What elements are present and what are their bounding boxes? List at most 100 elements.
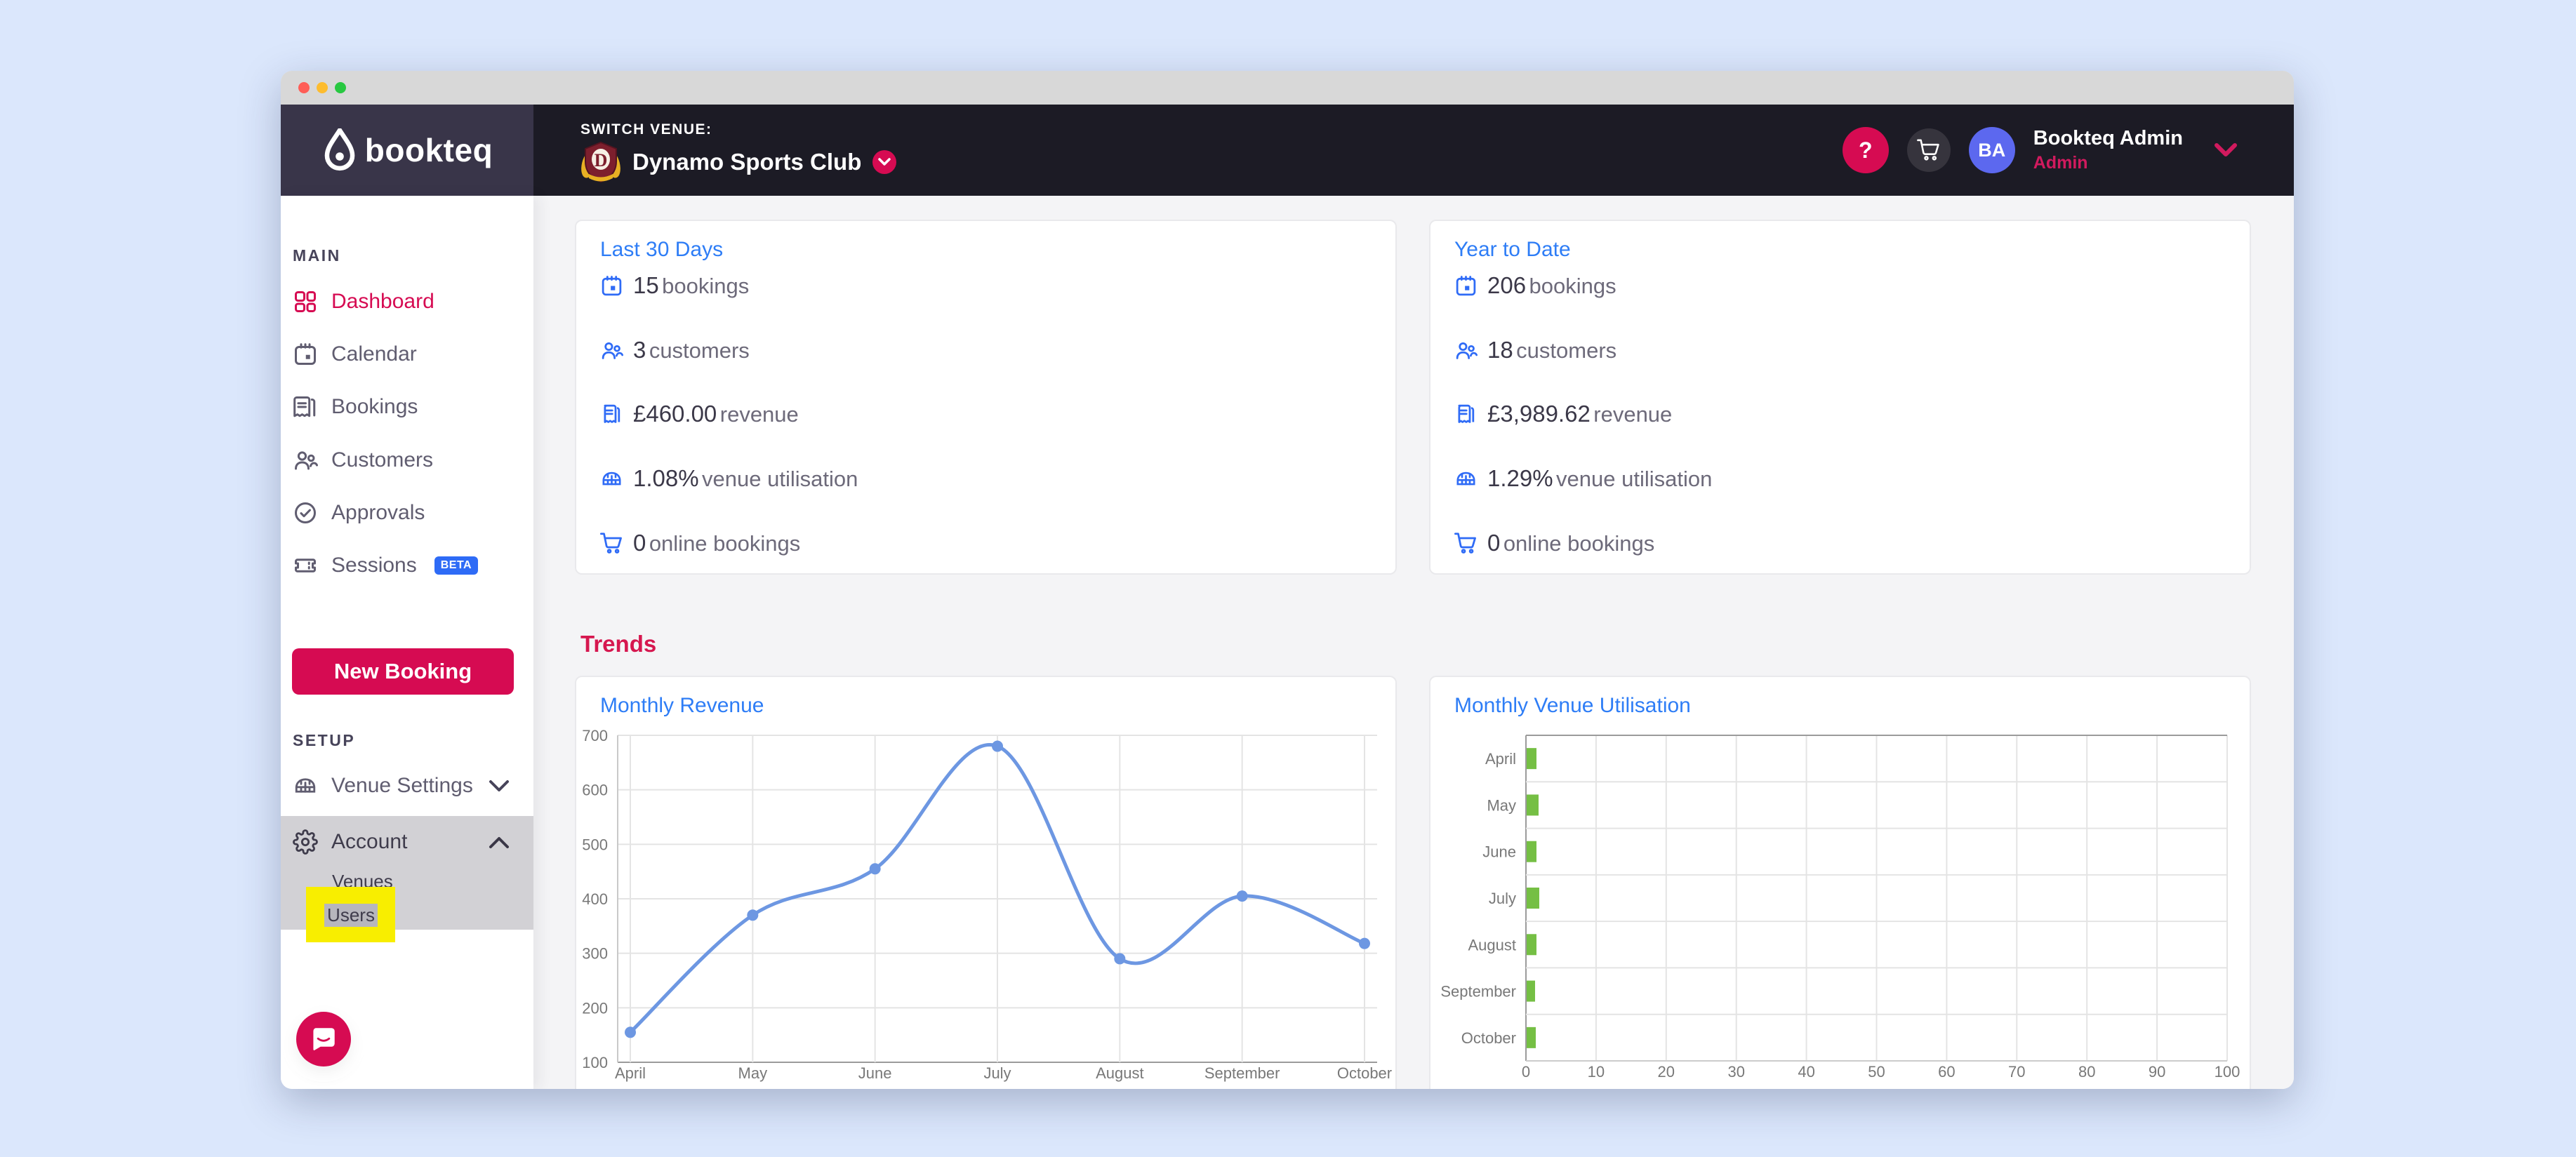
sidebar-item-venue-settings[interactable]: Venue Settings: [281, 759, 533, 812]
sidebar-item-dashboard[interactable]: Dashboard: [281, 275, 533, 328]
sidebar-section-main: MAIN: [293, 246, 341, 265]
svg-text:September: September: [1440, 983, 1516, 1001]
svg-text:50: 50: [1868, 1063, 1885, 1081]
calendar-icon: [602, 275, 622, 295]
main-content: Overview Last 30 Days 15 bookings 3 cust…: [533, 196, 2294, 1089]
sidebar-item-approvals[interactable]: Approvals: [281, 486, 533, 539]
svg-text:10: 10: [1588, 1063, 1605, 1081]
trends-heading: Trends: [580, 631, 657, 657]
sidebar-item-sessions[interactable]: Sessions BETA: [281, 539, 533, 591]
svg-text:20: 20: [1658, 1063, 1675, 1081]
svg-text:May: May: [1487, 796, 1516, 814]
svg-text:May: May: [738, 1064, 768, 1082]
svg-text:D: D: [595, 150, 608, 170]
stat-bookings: 15 bookings: [600, 270, 1337, 301]
venue-switcher[interactable]: D Dynamo Sports Club: [580, 140, 897, 185]
svg-text:30: 30: [1727, 1063, 1744, 1081]
new-booking-button[interactable]: New Booking: [292, 648, 514, 695]
monthly-venue-utilisation-chart: 0 10 20 30 40 50 60 70 80 90 100 April May June July Au…: [1440, 735, 2240, 1081]
user-name: Bookteq Admin: [2033, 127, 2183, 149]
sidebar-item-bookings[interactable]: Bookings: [281, 380, 533, 433]
minimize-window-icon[interactable]: [317, 82, 328, 93]
calendar-icon: [1456, 275, 1476, 295]
user-info[interactable]: Bookteq Admin Admin: [2033, 127, 2183, 173]
stat-utilisation: 1.29% venue utilisation: [1454, 463, 2191, 494]
sessions-icon: [295, 558, 316, 573]
monthly-revenue-card: 100 200 300 400 500 600 700 April May June July Aug…: [575, 676, 1397, 1089]
svg-text:August: August: [1468, 936, 1517, 954]
app-header: bookteq SWITCH VENUE: D Dynamo Sports Cl…: [281, 105, 2294, 196]
stat-bookings: 206 bookings: [1454, 270, 2191, 301]
svg-text:80: 80: [2078, 1063, 2095, 1081]
help-button[interactable]: ?: [1842, 127, 1889, 173]
approvals-icon: [295, 502, 316, 523]
app-window: bookteq SWITCH VENUE: D Dynamo Sports Cl…: [281, 71, 2294, 1089]
svg-text:600: 600: [582, 782, 608, 799]
svg-text:October: October: [1461, 1029, 1516, 1047]
beta-badge: BETA: [434, 556, 479, 575]
cart-icon: [600, 532, 622, 554]
chevron-down-icon: [489, 780, 509, 791]
stadium-icon: [1456, 472, 1475, 485]
svg-text:0: 0: [1522, 1063, 1530, 1081]
svg-text:70: 70: [2008, 1063, 2025, 1081]
user-menu-chevron-down-icon[interactable]: [2214, 142, 2238, 158]
venue-name: Dynamo Sports Club: [632, 149, 862, 175]
sidebar-item-calendar[interactable]: Calendar: [281, 328, 533, 380]
last-30-days-card: Last 30 Days 15 bookings 3 customers £46…: [575, 220, 1397, 575]
card-title: Last 30 Days: [600, 238, 724, 261]
customers-icon: [602, 342, 623, 359]
bookings-icon: [293, 396, 316, 417]
stat-customers: 18 customers: [1454, 335, 2191, 366]
venue-chevron-down-icon[interactable]: [872, 150, 897, 174]
svg-text:August: August: [1096, 1064, 1144, 1082]
stat-revenue: £3,989.62 revenue: [1454, 399, 2191, 429]
svg-text:90: 90: [2149, 1063, 2165, 1081]
svg-text:400: 400: [582, 890, 608, 908]
svg-text:40: 40: [1798, 1063, 1814, 1081]
user-avatar[interactable]: BA: [1968, 127, 2015, 173]
svg-text:July: July: [983, 1064, 1011, 1082]
customers-icon: [295, 450, 318, 469]
monthly-venue-utilisation-card: 0 10 20 30 40 50 60 70 80 90 100 April May June July Au…: [1429, 676, 2251, 1089]
cart-icon: [1916, 139, 1939, 161]
stat-online-bookings: 0 online bookings: [600, 528, 1337, 559]
logo-block[interactable]: bookteq: [281, 105, 533, 196]
chat-fab-button[interactable]: [296, 1012, 351, 1066]
sidebar-item-customers[interactable]: Customers: [281, 434, 533, 486]
chart-title: Monthly Revenue: [600, 694, 764, 717]
sidebar-subitem-users[interactable]: Users: [324, 904, 378, 927]
user-role: Admin: [2033, 153, 2088, 173]
svg-text:June: June: [1482, 843, 1516, 861]
svg-text:June: June: [858, 1064, 892, 1082]
stat-online-bookings: 0 online bookings: [1454, 528, 2191, 559]
close-window-icon[interactable]: [298, 82, 310, 93]
gear-icon: [293, 829, 318, 855]
monthly-revenue-chart: 100 200 300 400 500 600 700 April May June July Aug…: [582, 727, 1392, 1082]
window-titlebar: [281, 71, 2294, 105]
stadium-icon: [602, 472, 621, 485]
chat-bubble-icon: [313, 1028, 335, 1050]
stadium-icon: [295, 778, 316, 793]
svg-text:July: July: [1489, 890, 1516, 907]
sidebar: MAIN Dashboard Calendar Bookings: [281, 196, 533, 1089]
cart-icon: [1454, 532, 1476, 554]
svg-text:500: 500: [582, 836, 608, 853]
zoom-window-icon[interactable]: [335, 82, 346, 93]
revenue-icon: [1458, 404, 1475, 423]
svg-text:April: April: [1485, 750, 1516, 768]
customers-icon: [1456, 342, 1478, 359]
stat-revenue: £460.00 revenue: [600, 399, 1337, 429]
svg-text:60: 60: [1938, 1063, 1955, 1081]
stat-utilisation: 1.08% venue utilisation: [600, 463, 1337, 494]
card-title: Year to Date: [1454, 238, 1571, 261]
bookteq-logo-icon: [324, 128, 355, 170]
svg-text:October: October: [1337, 1064, 1392, 1082]
cart-button[interactable]: [1906, 128, 1951, 172]
revenue-icon: [604, 404, 620, 423]
venue-crest-icon: D: [581, 141, 620, 183]
sidebar-item-account[interactable]: Account: [281, 824, 533, 860]
svg-text:April: April: [615, 1064, 646, 1082]
svg-text:September: September: [1204, 1064, 1280, 1082]
svg-text:100: 100: [2215, 1063, 2240, 1081]
